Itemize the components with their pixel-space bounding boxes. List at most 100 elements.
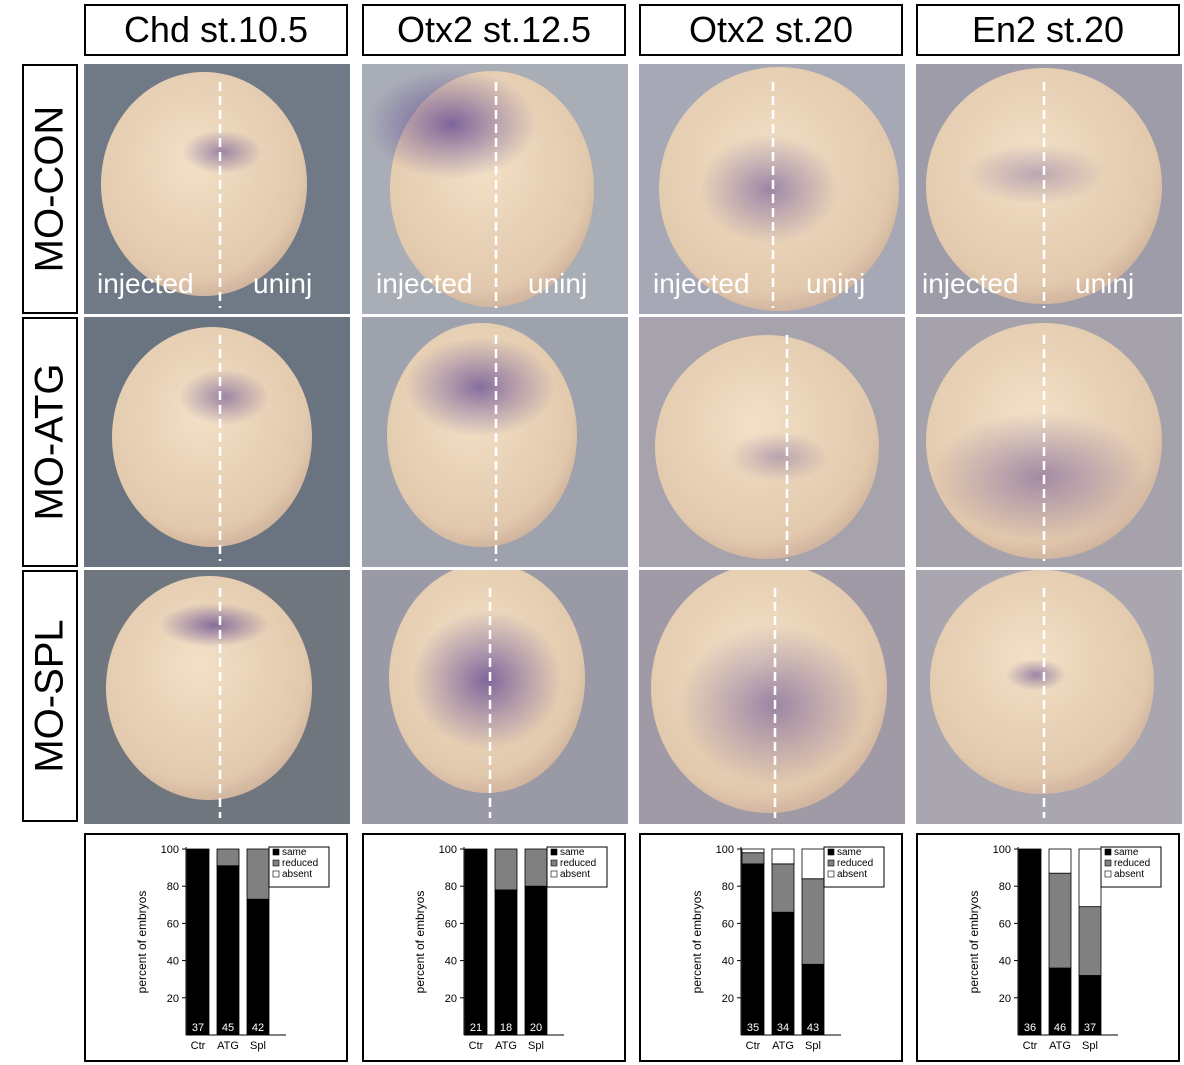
y-tick-label: 60 bbox=[445, 918, 457, 930]
embryo-photo bbox=[362, 570, 628, 824]
bar-segment-same bbox=[1018, 848, 1042, 1036]
bar-count-label: 34 bbox=[777, 1022, 789, 1034]
chart-svg: 20 40 60 80 100 percent of embryos 35 Ctr 34 ATG 4… bbox=[690, 844, 885, 1052]
bar-segment-reduced bbox=[741, 852, 765, 865]
bar-count-label: 37 bbox=[1084, 1022, 1096, 1034]
bar-segment-same bbox=[464, 848, 488, 1036]
y-axis-label: percent of embryos bbox=[967, 891, 981, 994]
legend-entry: absent bbox=[837, 869, 867, 880]
bar-count-label: 42 bbox=[252, 1022, 264, 1034]
bar-segment-absent bbox=[801, 848, 825, 880]
bar-segment-same bbox=[186, 848, 210, 1036]
legend-swatch-absent bbox=[272, 870, 280, 878]
x-tick-label: Spl bbox=[250, 1040, 266, 1052]
embryo bbox=[112, 327, 312, 547]
legend-entry: absent bbox=[282, 869, 312, 880]
y-tick-label: 60 bbox=[167, 918, 179, 930]
chart-otx2-st12-5: 20 40 60 80 100 percent of embryos 21 Ctr 18 ATG 2… bbox=[362, 833, 626, 1062]
column-header-en2-st20: En2 st.20 bbox=[916, 4, 1180, 56]
legend-swatch-same bbox=[550, 848, 558, 856]
bar-segment-same bbox=[524, 885, 548, 1036]
legend-entry: same bbox=[1114, 847, 1139, 858]
y-tick-label: 40 bbox=[167, 956, 179, 968]
x-tick-label: ATG bbox=[217, 1040, 239, 1052]
chart-svg: 20 40 60 80 100 percent of embryos 37 Ctr 45 ATG 4… bbox=[135, 844, 330, 1052]
bar-segment-same bbox=[741, 863, 765, 1036]
bar-count-label: 18 bbox=[500, 1022, 512, 1034]
legend-swatch-absent bbox=[1104, 870, 1112, 878]
y-tick-label: 100 bbox=[716, 844, 734, 856]
y-tick-label: 40 bbox=[445, 956, 457, 968]
bar-segment-absent bbox=[771, 848, 795, 865]
stain-signal bbox=[367, 69, 537, 179]
stain-signal bbox=[931, 412, 1151, 542]
stain-signal bbox=[699, 134, 839, 244]
legend-entry: reduced bbox=[1114, 858, 1150, 869]
bar-segment-absent bbox=[1048, 848, 1072, 874]
y-axis-label: percent of embryos bbox=[690, 891, 704, 994]
stain-signal bbox=[729, 432, 829, 482]
legend-entry: same bbox=[282, 847, 307, 858]
y-tick-label: 80 bbox=[167, 881, 179, 893]
x-tick-label: Ctr bbox=[746, 1040, 761, 1052]
embryo-photo bbox=[639, 317, 905, 567]
stain-signal bbox=[966, 144, 1106, 204]
legend-entry: reduced bbox=[282, 858, 318, 869]
stain-signal bbox=[179, 369, 269, 425]
y-tick-label: 100 bbox=[439, 844, 457, 856]
x-tick-label: ATG bbox=[1049, 1040, 1071, 1052]
bar-segment-reduced bbox=[1078, 906, 1102, 976]
legend-entry: same bbox=[560, 847, 585, 858]
x-tick-label: Ctr bbox=[469, 1040, 484, 1052]
embryo-photo bbox=[639, 570, 905, 824]
x-tick-label: Spl bbox=[1082, 1040, 1098, 1052]
bar-segment-same bbox=[771, 911, 795, 1036]
bar-segment-same bbox=[246, 898, 270, 1036]
embryo bbox=[101, 72, 307, 296]
legend-swatch-same bbox=[827, 848, 835, 856]
label-injected: injected bbox=[922, 268, 1019, 299]
bar-segment-absent bbox=[741, 848, 765, 854]
bar-count-label: 37 bbox=[192, 1022, 204, 1034]
y-tick-label: 20 bbox=[722, 993, 734, 1005]
bar-count-label: 35 bbox=[747, 1022, 759, 1034]
chart-svg: 20 40 60 80 100 percent of embryos 36 Ctr 46 ATG 3… bbox=[967, 844, 1162, 1052]
stain-signal bbox=[405, 337, 555, 437]
chart-en2-st20: 20 40 60 80 100 percent of embryos 36 Ctr 46 ATG 3… bbox=[916, 833, 1180, 1062]
x-tick-label: ATG bbox=[772, 1040, 794, 1052]
embryo-photo bbox=[916, 64, 1182, 314]
legend-entry: same bbox=[837, 847, 862, 858]
bar-segment-reduced bbox=[801, 878, 825, 965]
bar-count-label: 46 bbox=[1054, 1022, 1066, 1034]
chart-svg: 20 40 60 80 100 percent of embryos 21 Ctr 18 ATG 2… bbox=[413, 844, 608, 1052]
column-title: Otx2 st.12.5 bbox=[396, 9, 592, 50]
y-tick-label: 80 bbox=[999, 881, 1011, 893]
row-title: MO-CON bbox=[27, 105, 72, 273]
row-title: MO-ATG bbox=[27, 363, 72, 521]
bar-count-label: 43 bbox=[807, 1022, 819, 1034]
y-tick-label: 80 bbox=[722, 881, 734, 893]
label-uninjected: uninj bbox=[528, 268, 588, 299]
y-axis-label: percent of embryos bbox=[413, 891, 427, 994]
x-tick-label: Spl bbox=[805, 1040, 821, 1052]
label-injected: injected bbox=[97, 268, 194, 299]
x-tick-label: Ctr bbox=[191, 1040, 206, 1052]
column-title: En2 st.20 bbox=[971, 9, 1125, 50]
bar-segment-reduced bbox=[494, 848, 518, 891]
y-tick-label: 100 bbox=[161, 844, 179, 856]
row-header-mo-spl: MO-SPL bbox=[22, 570, 78, 822]
bar-segment-reduced bbox=[524, 848, 548, 887]
y-tick-label: 100 bbox=[993, 844, 1011, 856]
row-title: MO-SPL bbox=[27, 619, 72, 773]
stain-signal bbox=[159, 603, 269, 647]
bar-segment-reduced bbox=[771, 863, 795, 913]
chart-chd: 20 40 60 80 100 percent of embryos 37 Ctr 45 ATG 4… bbox=[84, 833, 348, 1062]
legend-swatch-same bbox=[272, 848, 280, 856]
column-title: Chd st.10.5 bbox=[123, 9, 309, 50]
column-header-chd-st10-5: Chd st.10.5 bbox=[84, 4, 348, 56]
embryo-photo bbox=[84, 64, 350, 314]
bar-segment-reduced bbox=[1048, 872, 1072, 969]
y-tick-label: 20 bbox=[167, 993, 179, 1005]
bar-segment-absent bbox=[1078, 848, 1102, 908]
stain-signal bbox=[182, 130, 262, 174]
